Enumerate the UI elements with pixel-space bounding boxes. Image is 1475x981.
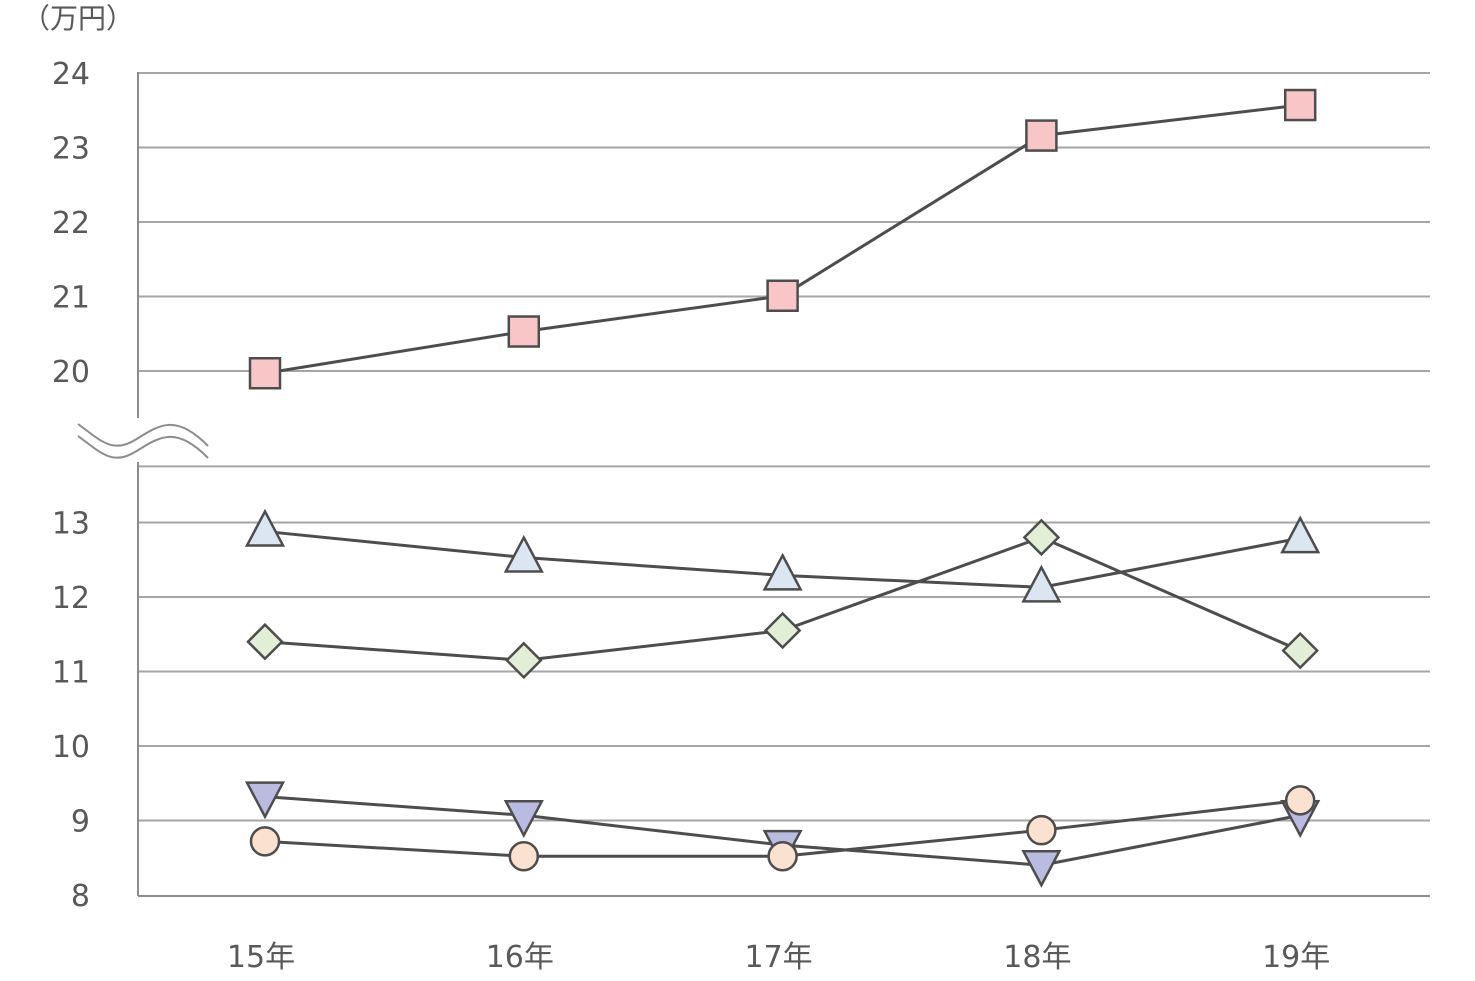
data-point-square (1025, 119, 1058, 152)
data-point-triangle-down (1021, 849, 1062, 888)
data-point-triangle-up (762, 552, 803, 591)
x-tick-label: 18年 (1003, 940, 1071, 975)
data-point-diamond (1281, 631, 1319, 670)
data-point-triangle-up (503, 534, 544, 573)
data-point-circle (1284, 785, 1316, 816)
x-tick-label: 19年 (1262, 940, 1330, 975)
data-point-triangle-up (244, 508, 286, 547)
y-tick-label: 21 (52, 281, 90, 316)
data-point-square (248, 356, 282, 390)
data-point-circle (1026, 814, 1057, 846)
series-triangle-up (244, 508, 1321, 603)
x-tick-label: 15年 (227, 940, 295, 975)
series-square (248, 88, 1317, 390)
data-point-square (1283, 88, 1317, 122)
series-group (244, 88, 1321, 888)
y-tick-label: 12 (52, 581, 90, 616)
axis-break-wave-top (77, 423, 209, 447)
y-tick-label: 11 (52, 656, 90, 691)
series-diamond (246, 518, 1319, 680)
series-line-square (264, 103, 1301, 375)
tick-labels: 8 9 10 11 12 13 20 21 22 23 24 15年 16年 17年 18年 19年 (52, 57, 1330, 975)
data-point-circle (249, 826, 281, 857)
data-point-circle (767, 841, 798, 872)
y-tick-label: 23 (52, 132, 90, 167)
y-tick-label: 24 (52, 57, 90, 92)
y-axis-unit-label: （万円） (22, 2, 134, 35)
data-point-triangle-down (244, 781, 286, 820)
gridlines (138, 72, 1430, 822)
y-tick-label: 20 (52, 355, 90, 390)
data-point-square (507, 315, 541, 348)
data-point-triangle-down (503, 800, 544, 838)
data-point-square (766, 279, 799, 313)
data-point-triangle-up (1280, 515, 1321, 554)
data-point-diamond (763, 611, 802, 650)
axis-break-wave-bottom (77, 435, 209, 459)
y-tick-label: 8 (71, 879, 90, 914)
data-point-diamond (505, 641, 543, 680)
data-point-diamond (1022, 518, 1061, 557)
y-tick-label: 13 (52, 507, 90, 542)
y-tick-label: 10 (52, 730, 90, 765)
x-tick-label: 17年 (745, 940, 813, 975)
series-circle (249, 785, 1316, 872)
x-tick-label: 16年 (486, 940, 554, 975)
axis-break-mask (78, 418, 210, 462)
data-point-diamond (246, 622, 284, 661)
data-point-circle (508, 841, 540, 872)
y-tick-label: 9 (71, 805, 90, 840)
axes (137, 72, 1430, 897)
axis-break-marker (77, 418, 210, 462)
y-tick-label: 22 (52, 206, 90, 241)
data-point-triangle-up (1021, 564, 1062, 603)
